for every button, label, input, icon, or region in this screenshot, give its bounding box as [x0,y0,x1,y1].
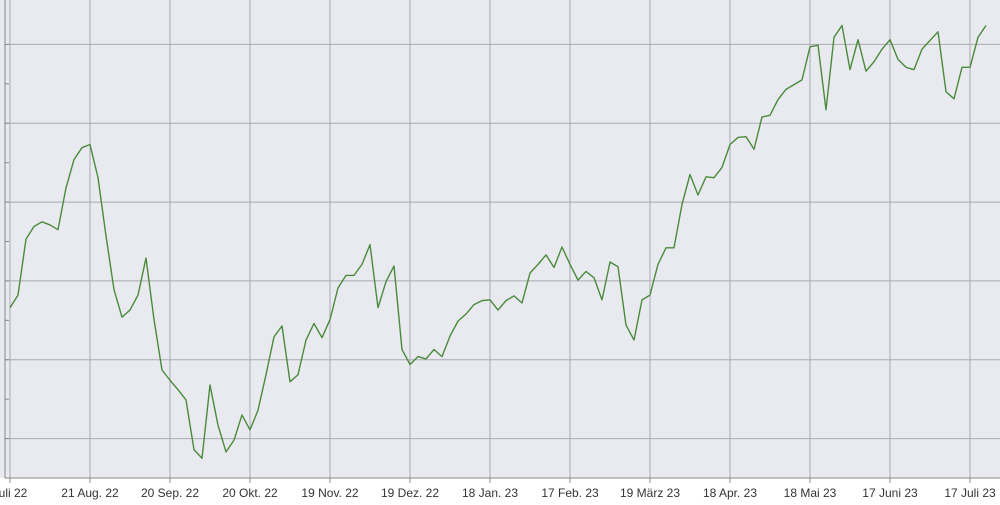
x-tick-label: 18 Mai 23 [784,486,837,500]
x-tick-label: 21 Aug. 22 [61,486,119,500]
x-tick-label: 19 März 23 [620,486,680,500]
x-tick-label: 19 Nov. 22 [301,486,358,500]
x-tick-label: 17 Juli 23 [944,486,996,500]
x-tick-label: 17 Juni 23 [862,486,918,500]
x-tick-label: 18 Jan. 23 [462,486,518,500]
x-tick-label: 17 Feb. 23 [541,486,599,500]
x-tick-label: 18 Apr. 23 [703,486,757,500]
price-line [9,24,987,459]
x-tick-label: 20 Okt. 22 [222,486,278,500]
x-tick-label: 20 Sep. 22 [141,486,199,500]
x-tick-label: Juli 22 [0,486,28,500]
x-tick-label: 19 Dez. 22 [381,486,439,500]
plot-background [0,0,1000,478]
